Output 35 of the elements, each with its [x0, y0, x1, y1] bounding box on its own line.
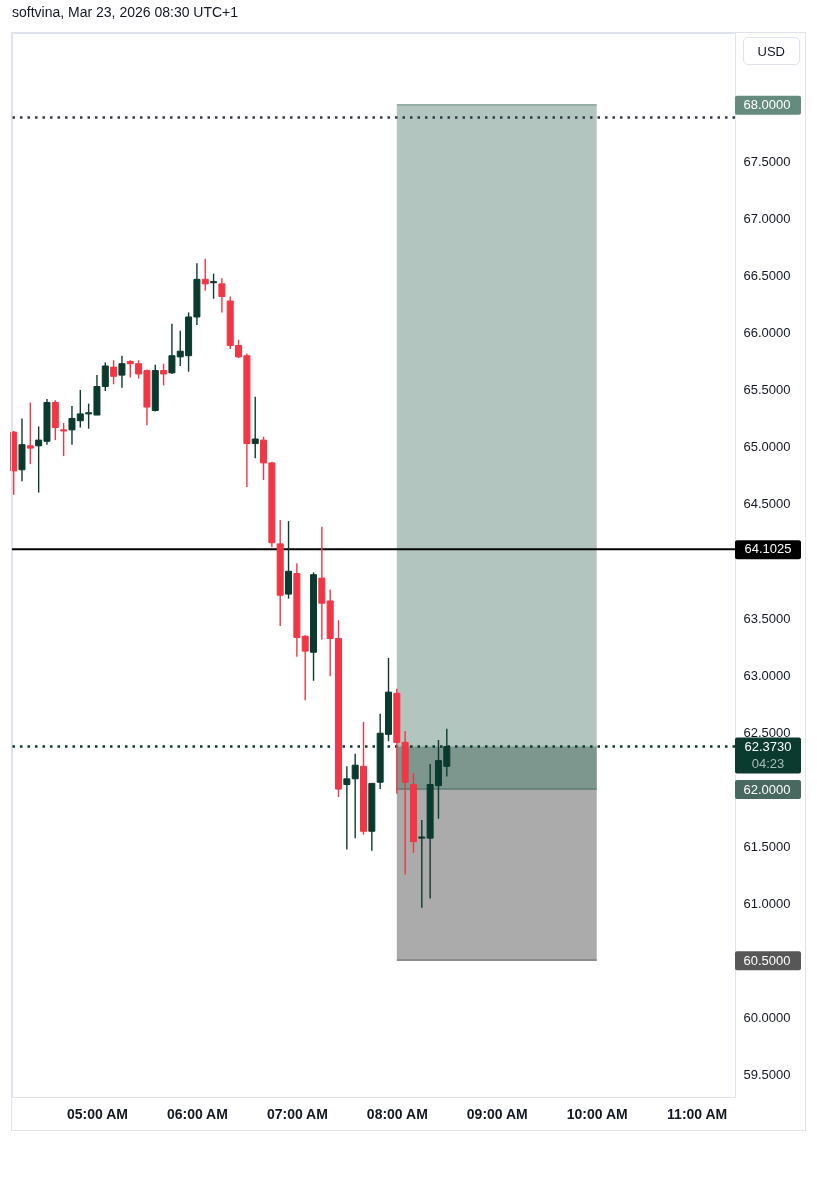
candlestick: [160, 363, 168, 387]
y-tick-label: 64.5000: [743, 496, 791, 512]
x-tick-label: 11:00 AM: [667, 1105, 728, 1122]
y-tick-label: 60.5000: [743, 952, 791, 968]
y-tick-label: 65.0000: [743, 439, 791, 455]
candlestick: [201, 258, 209, 292]
x-tick-label: 09:00 AM: [466, 1105, 528, 1122]
x-tick-label: 07:00 AM: [266, 1105, 328, 1122]
y-tick-label: 62.5000: [743, 724, 791, 740]
y-tick-label: 66.0000: [743, 325, 791, 341]
y-tick-label: 68.0000: [743, 97, 791, 113]
y-tick-label: 63.5000: [743, 610, 791, 626]
x-tick-label: 05:00 AM: [66, 1105, 128, 1122]
y-tick-label: 66.5000: [743, 268, 791, 284]
y-tick-label: 59.5000: [743, 1066, 791, 1082]
candlestick: [26, 401, 34, 465]
candlestick: [251, 396, 259, 460]
chart-title: softvina, Mar 23, 2026 08:30 UTC+1: [12, 4, 239, 20]
ref-line-label: 62.3730 04:23: [744, 738, 792, 771]
y-tick-label: 60.0000: [743, 1009, 791, 1025]
currency-button: USD: [742, 37, 800, 65]
ref-line-label: 64.1025: [744, 541, 792, 557]
x-tick-label: 10:00 AM: [566, 1105, 628, 1122]
y-tick-label: 63.0000: [743, 667, 791, 683]
candlestick: [110, 359, 118, 385]
y-tick-label: 67.0000: [743, 211, 791, 227]
y-tick-label: 61.0000: [743, 895, 791, 911]
y-tick-label: 65.5000: [743, 382, 791, 398]
y-tick-label: 61.5000: [743, 838, 791, 854]
candlestick: [60, 422, 68, 457]
candlestick: [118, 355, 126, 389]
y-tick-label: 67.5000: [743, 154, 791, 170]
x-tick-label: 08:00 AM: [366, 1105, 428, 1122]
x-tick-label: 06:00 AM: [166, 1105, 228, 1122]
y-tick-label: 62.0000: [743, 781, 791, 797]
